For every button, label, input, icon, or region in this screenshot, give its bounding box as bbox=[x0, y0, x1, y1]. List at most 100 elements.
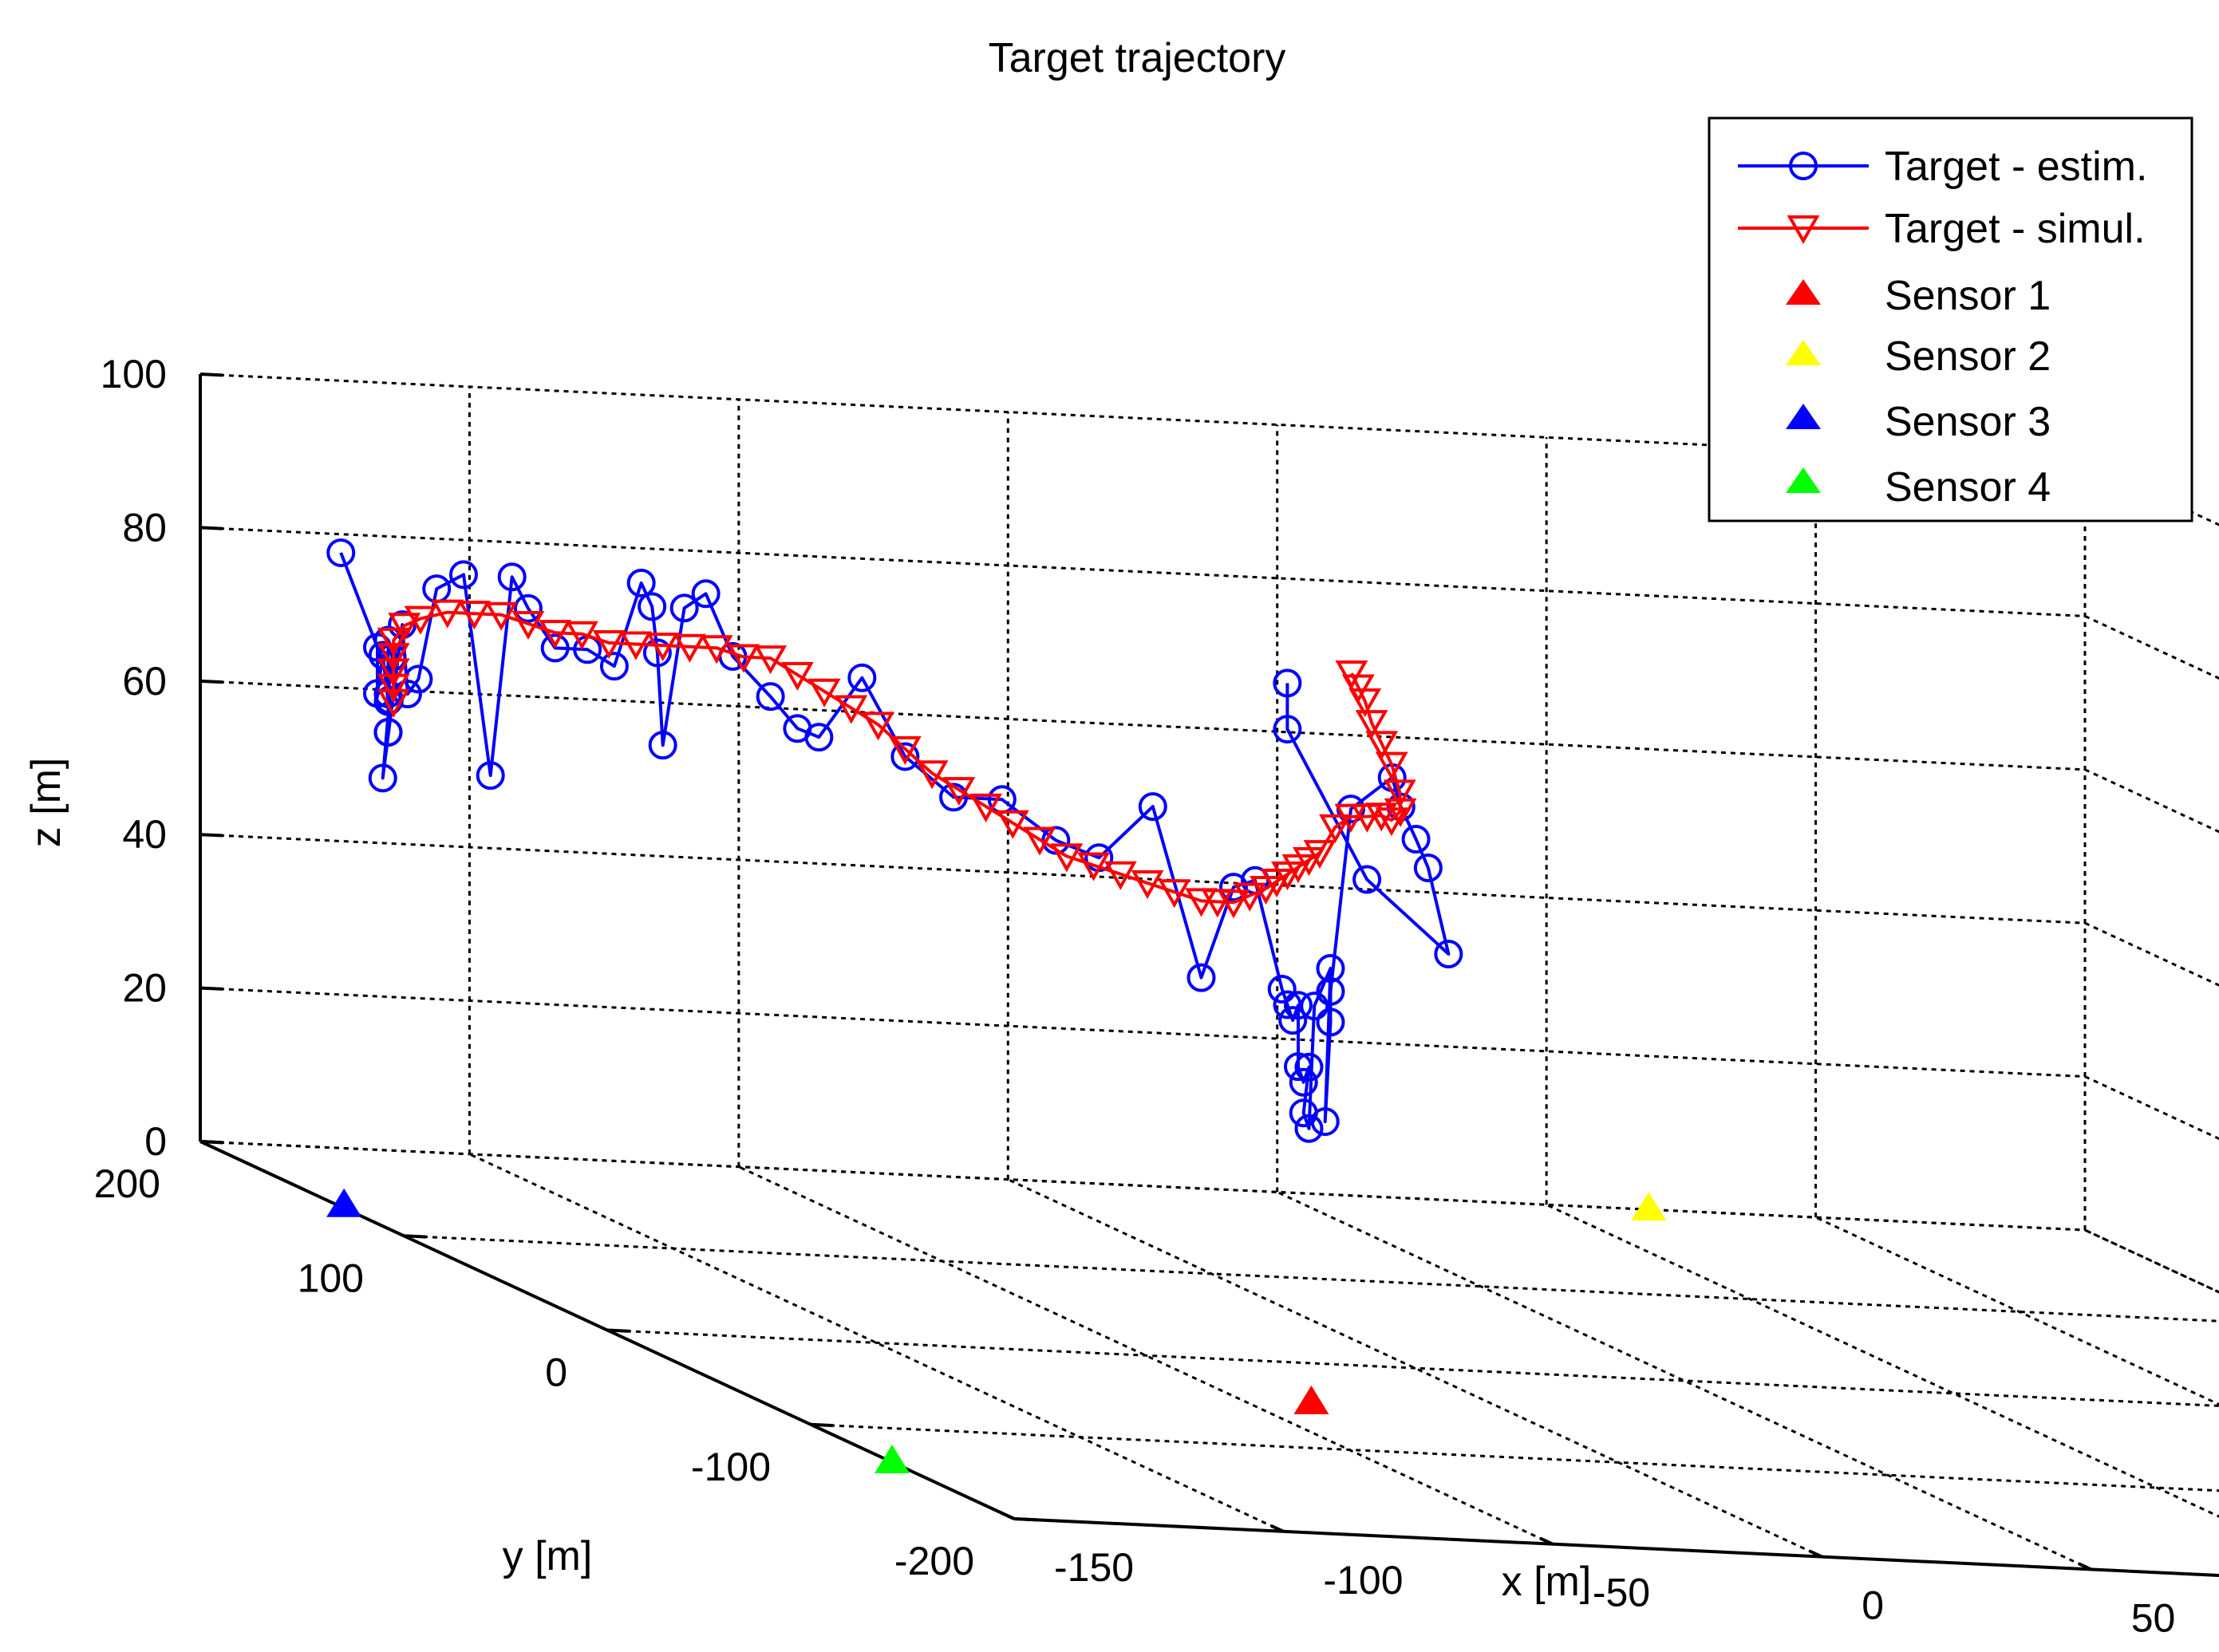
sensor-markers bbox=[326, 1188, 1667, 1474]
grid-line-z-back bbox=[199, 680, 2086, 771]
x-tick-mark bbox=[1809, 1549, 1823, 1559]
legend-box bbox=[1708, 116, 2193, 522]
data-point-simul bbox=[1217, 889, 1250, 919]
legend-entry-sensor-4: Sensor 4 bbox=[1786, 464, 2051, 511]
data-point-estim bbox=[1283, 1052, 1313, 1082]
legend-entry-sensor-2: Sensor 2 bbox=[1786, 333, 2051, 380]
grid-line-z-back bbox=[199, 526, 2086, 617]
grid-line-y-floor bbox=[810, 1423, 2219, 1492]
data-point-simul bbox=[646, 633, 680, 662]
data-point-simul bbox=[862, 712, 895, 741]
data-point-simul bbox=[673, 633, 706, 663]
data-point-simul bbox=[969, 793, 1003, 822]
y-tick-label: 0 bbox=[545, 1350, 567, 1395]
data-point-simul bbox=[942, 777, 976, 806]
grid-line-x-floor bbox=[1546, 1203, 2219, 1518]
data-point-simul bbox=[377, 673, 410, 703]
data-point-simul bbox=[835, 695, 868, 724]
grid-line-x-floor bbox=[1277, 1191, 2092, 1571]
data-point-estim bbox=[669, 593, 699, 623]
x-tick-label: -100 bbox=[1323, 1558, 1403, 1603]
z-tick-label: 20 bbox=[122, 966, 167, 1011]
data-point-estim bbox=[939, 783, 969, 812]
legend-label-sensor-2: Sensor 2 bbox=[1885, 333, 2051, 380]
data-point-estim bbox=[804, 723, 834, 752]
legend-entry-sensor-3: Sensor 3 bbox=[1786, 399, 2051, 445]
data-point-estim bbox=[1434, 940, 1463, 969]
grid-line-z-back bbox=[199, 1140, 2086, 1232]
y-tick-label: -200 bbox=[894, 1539, 974, 1583]
legend-label-sensor-4: Sensor 4 bbox=[1885, 464, 2051, 511]
data-point-simul bbox=[565, 621, 598, 650]
z-tick-label: 40 bbox=[122, 812, 167, 857]
y-tick-label: 200 bbox=[94, 1161, 160, 1206]
data-point-estim bbox=[1316, 1007, 1345, 1037]
data-point-estim bbox=[642, 638, 672, 668]
data-point-simul bbox=[511, 610, 545, 641]
data-point-simul bbox=[1383, 779, 1416, 809]
data-point-simul bbox=[1355, 710, 1388, 739]
data-point-estim bbox=[648, 731, 677, 760]
grid-line-z-back bbox=[199, 987, 2086, 1078]
data-point-estim bbox=[1352, 865, 1382, 894]
data-point-simul bbox=[1131, 870, 1164, 900]
legend-entry-estim: Target - estim. bbox=[1738, 144, 2147, 190]
data-point-simul bbox=[1364, 802, 1398, 832]
x-axis-label: x [m] bbox=[1502, 1559, 1592, 1605]
x-tick-label: -150 bbox=[1054, 1545, 1134, 1590]
data-point-estim bbox=[638, 592, 667, 621]
data-point-simul bbox=[1334, 803, 1368, 833]
data-point-simul bbox=[807, 678, 841, 708]
data-point-estim bbox=[448, 560, 478, 589]
x-tick-mark bbox=[1001, 1512, 1015, 1520]
data-point-simul bbox=[1375, 751, 1408, 781]
chart-title: Target trajectory bbox=[989, 35, 1286, 81]
grid-line-y-floor bbox=[606, 1329, 2219, 1407]
data-series bbox=[326, 538, 1463, 1143]
data-point-estim bbox=[1289, 1067, 1318, 1097]
data-point-simul bbox=[619, 631, 653, 660]
z-tick-label: 60 bbox=[122, 659, 167, 704]
data-point-estim bbox=[1278, 1006, 1308, 1035]
data-point-simul bbox=[1365, 731, 1399, 760]
z-tick-mark bbox=[199, 986, 223, 991]
sensor-4-marker bbox=[875, 1445, 910, 1474]
data-point-estim bbox=[1273, 715, 1302, 744]
grid-line-z-side bbox=[2084, 615, 2219, 680]
data-point-simul bbox=[388, 613, 421, 642]
y-tick-label: -100 bbox=[691, 1445, 771, 1489]
data-point-estim bbox=[626, 568, 656, 597]
data-point-simul bbox=[915, 760, 949, 790]
sensor-1-marker bbox=[1293, 1385, 1329, 1414]
data-point-simul bbox=[1319, 814, 1352, 843]
data-point-simul bbox=[1104, 861, 1137, 890]
data-point-estim bbox=[326, 538, 356, 567]
x-tick-label: 0 bbox=[1862, 1583, 1884, 1628]
grid-line-z-back bbox=[199, 833, 2086, 925]
legend: Target - estim. Target - simul. Sensor 1… bbox=[1708, 116, 2193, 522]
data-point-simul bbox=[1185, 888, 1218, 917]
data-point-estim bbox=[1310, 1107, 1340, 1137]
data-point-simul bbox=[754, 645, 788, 675]
y-axis-label: y [m] bbox=[503, 1533, 593, 1579]
data-point-estim bbox=[1186, 963, 1216, 992]
grid-line-x-floor bbox=[1007, 1178, 1822, 1558]
sensor-2-marker bbox=[1631, 1192, 1667, 1221]
x-axis-line bbox=[1013, 1517, 2219, 1577]
data-point-estim bbox=[540, 633, 570, 663]
data-point-estim bbox=[847, 663, 877, 692]
data-point-estim bbox=[1413, 853, 1443, 882]
data-point-simul bbox=[377, 658, 410, 688]
data-point-simul bbox=[377, 643, 410, 672]
x-tick-label: 50 bbox=[2131, 1595, 2176, 1640]
grid-line-y-floor bbox=[403, 1234, 2219, 1323]
data-point-estim bbox=[497, 562, 527, 592]
data-point-simul bbox=[700, 635, 733, 664]
grid-line-z-side bbox=[2084, 768, 2219, 834]
grid-line-x-floor bbox=[468, 1153, 1285, 1533]
x-tick-mark bbox=[1270, 1524, 1285, 1533]
data-point-simul bbox=[1233, 882, 1266, 912]
data-point-estim bbox=[691, 579, 721, 609]
